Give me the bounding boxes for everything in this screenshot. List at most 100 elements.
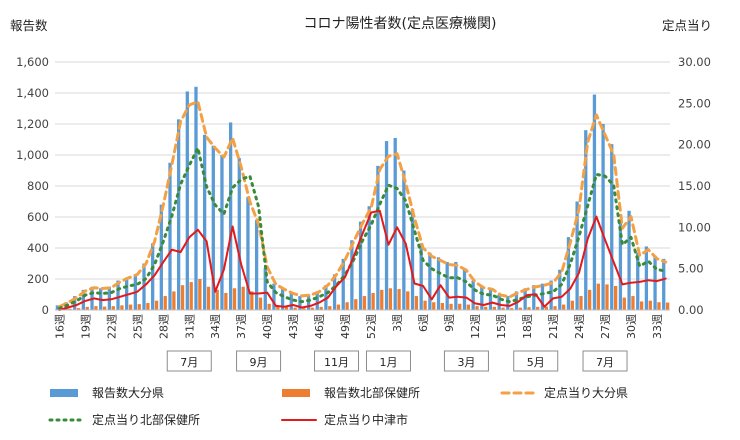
y-tick-label: 1,000 bbox=[16, 148, 49, 162]
x-tick-label: 21週 bbox=[547, 314, 560, 339]
legend-swatch bbox=[50, 389, 78, 397]
bar-north-report bbox=[639, 301, 644, 310]
bar-north-report bbox=[180, 285, 185, 310]
y2-tick-label: 10.00 bbox=[678, 220, 711, 234]
bar-north-report bbox=[232, 288, 237, 310]
y-tick-label: 0 bbox=[42, 303, 49, 317]
bar-oita-report bbox=[237, 158, 241, 310]
month-label: 11月 bbox=[324, 356, 349, 369]
month-label: 7月 bbox=[180, 356, 198, 369]
month-label: 3月 bbox=[457, 356, 475, 369]
bar-north-report bbox=[276, 306, 280, 310]
bar-north-report bbox=[466, 304, 471, 310]
bar-north-report bbox=[388, 288, 393, 310]
bar-oita-report bbox=[246, 196, 250, 310]
bar-north-report bbox=[622, 297, 626, 310]
x-tick-label: 40週 bbox=[261, 314, 274, 339]
bar-north-report bbox=[137, 304, 141, 310]
bar-north-report bbox=[570, 300, 574, 310]
bar-oita-report bbox=[272, 283, 276, 310]
bar-north-report bbox=[189, 282, 193, 310]
bar-oita-report bbox=[532, 285, 536, 310]
month-label-box bbox=[443, 350, 489, 372]
bar-oita-report bbox=[306, 294, 311, 310]
bar-oita-report bbox=[376, 165, 380, 310]
bar-north-report bbox=[588, 289, 592, 310]
bar-oita-report bbox=[575, 201, 579, 310]
bar-oita-report bbox=[662, 258, 666, 310]
bar-north-report bbox=[68, 308, 72, 310]
bar-oita-report bbox=[471, 280, 475, 310]
line-north-per-site bbox=[57, 146, 668, 310]
bar-north-report bbox=[613, 285, 618, 310]
y-tick-label: 1,400 bbox=[16, 86, 49, 100]
bar-north-report bbox=[657, 302, 661, 310]
y2-tick-label: 20.00 bbox=[678, 138, 711, 152]
month-label: 7月 bbox=[596, 356, 614, 369]
bar-oita-report bbox=[168, 162, 172, 310]
bar-oita-report bbox=[393, 137, 397, 310]
bar-north-report bbox=[120, 305, 124, 310]
month-label-box bbox=[513, 350, 559, 372]
y-tick-label: 200 bbox=[27, 272, 49, 286]
y2-tick-label: 0.00 bbox=[678, 303, 704, 317]
bar-oita-report bbox=[194, 86, 198, 310]
bar-oita-report bbox=[419, 243, 423, 310]
bar-north-report bbox=[579, 296, 583, 310]
bar-oita-report bbox=[445, 261, 449, 310]
bar-north-report bbox=[146, 303, 150, 310]
y2-tick-label: 25.00 bbox=[678, 96, 711, 110]
x-tick-label: 16週 bbox=[53, 314, 66, 339]
bar-oita-report bbox=[592, 94, 597, 310]
month-label: 9月 bbox=[250, 356, 268, 369]
bar-north-report bbox=[449, 303, 453, 310]
bar-north-report bbox=[111, 306, 115, 310]
legend-label: 報告数大分県 bbox=[92, 385, 164, 400]
bar-oita-report bbox=[627, 210, 631, 310]
legend-label: 定点当り北部保健所 bbox=[92, 412, 200, 427]
x-tick-label: 27週 bbox=[599, 314, 612, 339]
x-tick-label: 37週 bbox=[235, 314, 248, 339]
bar-oita-report bbox=[540, 283, 545, 310]
bar-oita-report bbox=[566, 237, 571, 310]
bar-oita-report bbox=[125, 277, 129, 310]
month-label-box bbox=[166, 350, 212, 372]
x-tick-label: 15週 bbox=[495, 314, 508, 339]
bar-oita-report bbox=[454, 261, 458, 310]
bar-oita-report bbox=[107, 286, 112, 310]
x-tick-label: 31週 bbox=[183, 314, 196, 339]
bar-north-report bbox=[380, 289, 384, 310]
x-tick-label: 12週 bbox=[469, 314, 482, 339]
bar-oita-report bbox=[653, 255, 657, 310]
bar-north-report bbox=[198, 279, 202, 310]
bar-oita-report bbox=[332, 274, 337, 310]
x-tick-label: 43週 bbox=[287, 314, 300, 339]
bar-north-report bbox=[596, 283, 600, 310]
bar-north-report bbox=[128, 304, 133, 310]
bar-oita-report bbox=[350, 240, 354, 310]
bar-north-report bbox=[250, 291, 254, 310]
y2-tick-label: 5.00 bbox=[678, 262, 704, 276]
bar-north-report bbox=[665, 302, 670, 310]
bar-north-report bbox=[631, 296, 635, 310]
x-tick-label: 19週 bbox=[79, 314, 92, 339]
bar-north-report bbox=[293, 307, 297, 310]
bar-north-report bbox=[362, 296, 367, 310]
bar-oita-report bbox=[280, 288, 285, 310]
bar-north-report bbox=[371, 292, 375, 310]
bar-north-report bbox=[319, 306, 323, 310]
x-tick-label: 46週 bbox=[313, 314, 326, 339]
bar-oita-report bbox=[358, 221, 363, 310]
bar-north-report bbox=[484, 306, 488, 310]
x-tick-label: 24週 bbox=[573, 314, 586, 339]
bar-north-report bbox=[302, 308, 306, 310]
bar-north-report bbox=[406, 291, 410, 310]
bar-north-report bbox=[648, 300, 652, 310]
bar-oita-report bbox=[410, 209, 415, 310]
bar-north-report bbox=[432, 302, 436, 310]
bar-north-report bbox=[336, 304, 341, 310]
bar-north-report bbox=[284, 306, 289, 310]
bar-oita-report bbox=[116, 280, 120, 310]
bar-oita-report bbox=[254, 220, 259, 310]
